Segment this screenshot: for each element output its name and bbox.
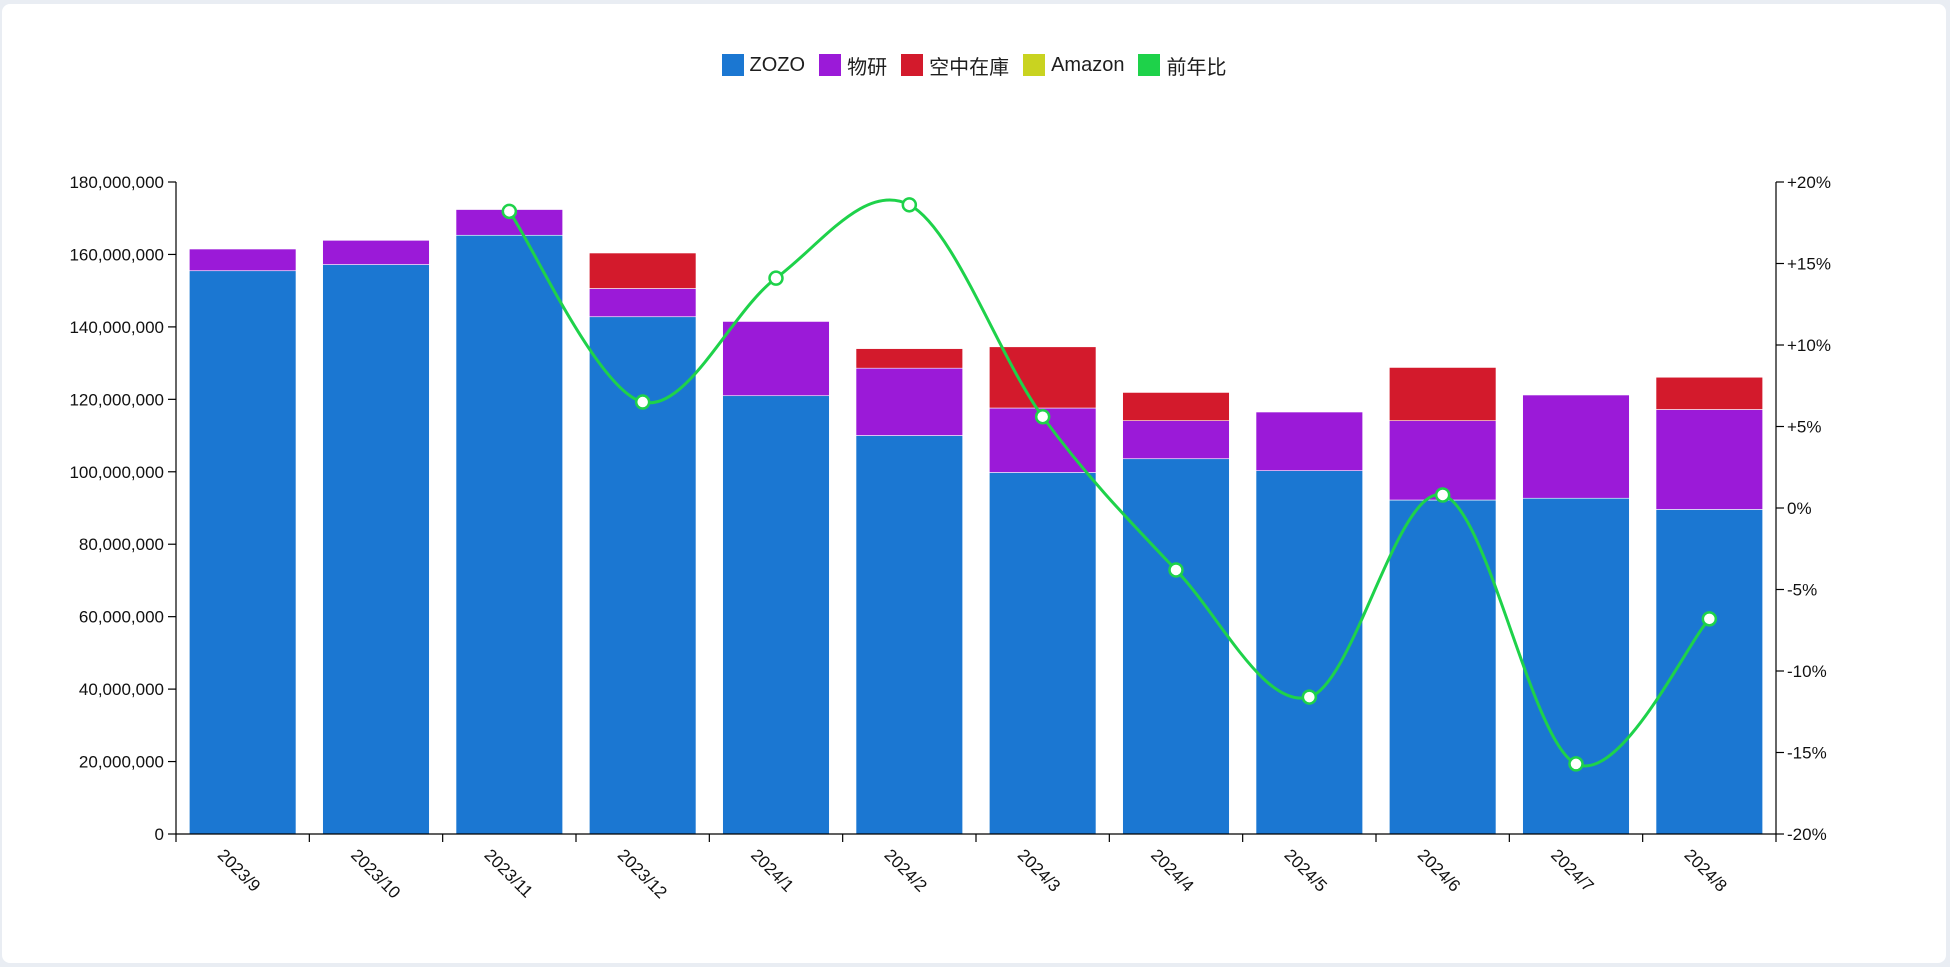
- right-tick-label-0: -20%: [1787, 825, 1827, 844]
- x-tick-label-6: 2024/3: [1014, 845, 1064, 895]
- x-tick-label-3: 2023/12: [614, 845, 671, 902]
- legend-item-2[interactable]: 空中在庫: [901, 51, 1009, 80]
- bar-2-7: [1122, 392, 1230, 422]
- legend-label: 空中在庫: [929, 56, 1010, 79]
- bar-0-5: [855, 435, 963, 835]
- left-tick-label-9: 180,000,000: [69, 173, 164, 192]
- legend-item-3[interactable]: Amazon: [1023, 54, 1124, 77]
- legend-swatch: [1023, 54, 1046, 76]
- bar-1-7: [1122, 420, 1230, 460]
- bar-1-4: [722, 321, 830, 397]
- legend-label: 前年比: [1166, 56, 1227, 79]
- bar-0-1: [322, 264, 430, 835]
- bar-2-9: [1389, 367, 1497, 422]
- legend-item-0[interactable]: ZOZO: [721, 53, 806, 77]
- legend-label: 物研: [847, 56, 888, 79]
- yoy-line: [508, 198, 1711, 768]
- bar-1-8: [1255, 411, 1363, 471]
- legend-swatch: [819, 54, 842, 76]
- bar-0-11: [1655, 509, 1763, 835]
- x-tick-label-1: 2023/10: [347, 845, 404, 902]
- legend-swatch: [721, 54, 744, 76]
- chart-card: ZOZO 物研 空中在庫 Amazon 前年比 0 20,000,000 40,000,00…: [2, 4, 1946, 963]
- combo-chart: 0 20,000,000 40,000,000 60,000,000 80,000,00…: [69, 173, 1831, 902]
- x-tick-label-2: 2023/11: [481, 845, 537, 901]
- yoy-point-0: [501, 203, 518, 220]
- left-tick-label-0: 0: [155, 825, 164, 844]
- x-tick-label-5: 2024/2: [881, 845, 931, 895]
- left-tick-label-8: 160,000,000: [69, 245, 164, 264]
- legend-swatch: [901, 54, 924, 76]
- legend-item-1[interactable]: 物研: [819, 51, 887, 80]
- x-tick-label-8: 2024/5: [1281, 845, 1331, 895]
- x-tick-label-4: 2024/1: [747, 845, 797, 895]
- x-tick-label-0: 2023/9: [214, 845, 264, 895]
- yoy-point-5: [1168, 562, 1184, 578]
- bar-0-7: [1122, 458, 1230, 835]
- bar-0-0: [189, 270, 297, 835]
- bar-1-11: [1655, 409, 1763, 510]
- right-tick-label-5: +5%: [1787, 418, 1822, 437]
- left-tick-label-5: 100,000,000: [69, 463, 164, 482]
- yoy-point-8: [1568, 756, 1584, 772]
- x-tick-label-10: 2024/7: [1547, 845, 1597, 895]
- left-tick-label-3: 60,000,000: [79, 608, 164, 627]
- bar-1-0: [189, 248, 297, 272]
- yoy-point-6: [1301, 689, 1318, 705]
- x-tick-label-7: 2024/4: [1147, 845, 1197, 895]
- right-tick-label-1: -15%: [1787, 744, 1827, 763]
- x-tick-label-11: 2024/8: [1681, 845, 1731, 895]
- left-tick-label-7: 140,000,000: [69, 318, 164, 337]
- bar-0-10: [1522, 497, 1630, 835]
- left-tick-label-6: 120,000,000: [69, 390, 164, 409]
- yoy-point-1: [634, 394, 651, 410]
- yoy-point-7: [1434, 487, 1451, 503]
- bar-0-2: [455, 234, 563, 835]
- bar-0-6: [989, 472, 1097, 835]
- legend-swatch: [1138, 54, 1161, 76]
- legend-label: ZOZO: [749, 53, 806, 76]
- bar-2-5: [855, 348, 963, 369]
- right-tick-label-7: +15%: [1787, 255, 1831, 274]
- bar-0-4: [722, 395, 830, 835]
- bar-1-5: [855, 367, 963, 436]
- legend: ZOZO 物研 空中在庫 Amazon 前年比: [2, 50, 1946, 80]
- yoy-point-2: [768, 270, 784, 286]
- x-tick-label-9: 2024/6: [1414, 845, 1464, 895]
- left-tick-label-4: 80,000,000: [79, 535, 164, 554]
- yoy-point-3: [901, 197, 918, 213]
- legend-item-4[interactable]: 前年比: [1138, 51, 1226, 80]
- right-tick-label-3: -5%: [1787, 581, 1817, 600]
- right-tick-label-8: +20%: [1787, 173, 1831, 192]
- right-tick-label-2: -10%: [1787, 662, 1827, 681]
- left-tick-label-2: 40,000,000: [79, 680, 164, 699]
- yoy-point-4: [1034, 408, 1051, 425]
- bar-0-9: [1389, 499, 1497, 835]
- bar-2-11: [1655, 376, 1763, 410]
- right-tick-label-6: +10%: [1787, 336, 1831, 355]
- legend-label: Amazon: [1051, 53, 1125, 76]
- bar-2-3: [589, 252, 697, 289]
- bar-1-3: [589, 288, 697, 318]
- right-tick-label-4: 0%: [1787, 499, 1812, 518]
- left-tick-label-1: 20,000,000: [79, 753, 164, 772]
- yoy-point-9: [1701, 611, 1718, 627]
- bar-1-10: [1522, 394, 1630, 499]
- bar-0-3: [589, 316, 697, 835]
- bar-1-1: [322, 240, 430, 265]
